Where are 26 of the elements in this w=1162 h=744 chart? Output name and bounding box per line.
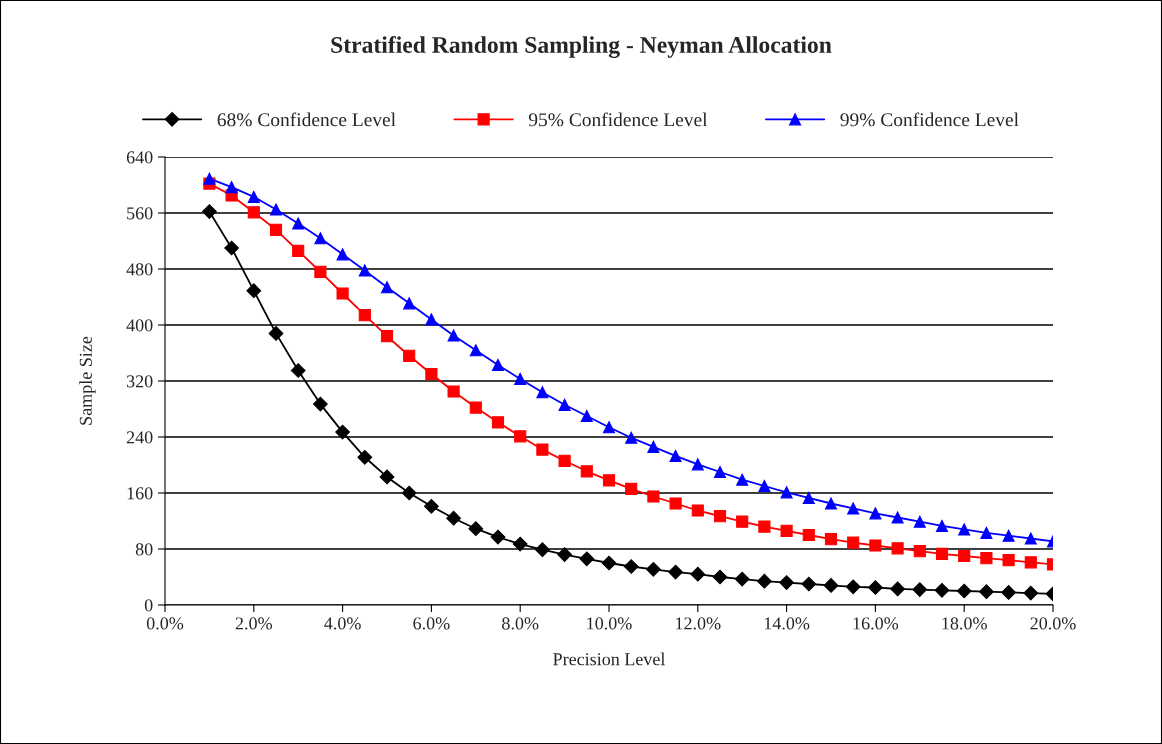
y-tick-label: 320	[126, 375, 153, 388]
x-tick-label: 18.0%	[942, 617, 987, 630]
y-axis-title: Sample Size	[79, 336, 96, 425]
y-tick-label: 640	[126, 151, 153, 164]
y-tick-label: 80	[135, 543, 153, 556]
x-tick-label: 8.0%	[502, 617, 539, 630]
chart-title: Stratified Random Sampling - Neyman Allocation	[331, 36, 832, 58]
x-tick-label: 10.0%	[587, 617, 632, 630]
legend-label: 99% Confidence Level	[840, 112, 1019, 127]
y-tick-label: 0	[144, 599, 153, 612]
y-tick-label: 160	[127, 487, 153, 500]
y-tick-label: 400	[126, 319, 153, 332]
x-tick-label: 0.0%	[146, 617, 184, 630]
x-tick-label: 4.0%	[324, 617, 361, 630]
x-tick-label: 20.0%	[1030, 617, 1076, 630]
x-tick-label: 14.0%	[764, 617, 810, 630]
x-axis-title: Precision Level	[553, 652, 666, 666]
y-tick-label: 560	[127, 207, 153, 220]
x-tick-label: 6.0%	[413, 617, 450, 630]
y-tick-label: 240	[126, 431, 153, 444]
legend-label: 68% Confidence Level	[217, 112, 396, 127]
legend-label: 95% Confidence Level	[528, 112, 708, 127]
x-tick-label: 12.0%	[676, 617, 721, 630]
x-tick-label: 16.0%	[853, 617, 899, 630]
x-tick-label: 2.0%	[235, 617, 272, 630]
y-tick-label: 480	[126, 263, 153, 276]
